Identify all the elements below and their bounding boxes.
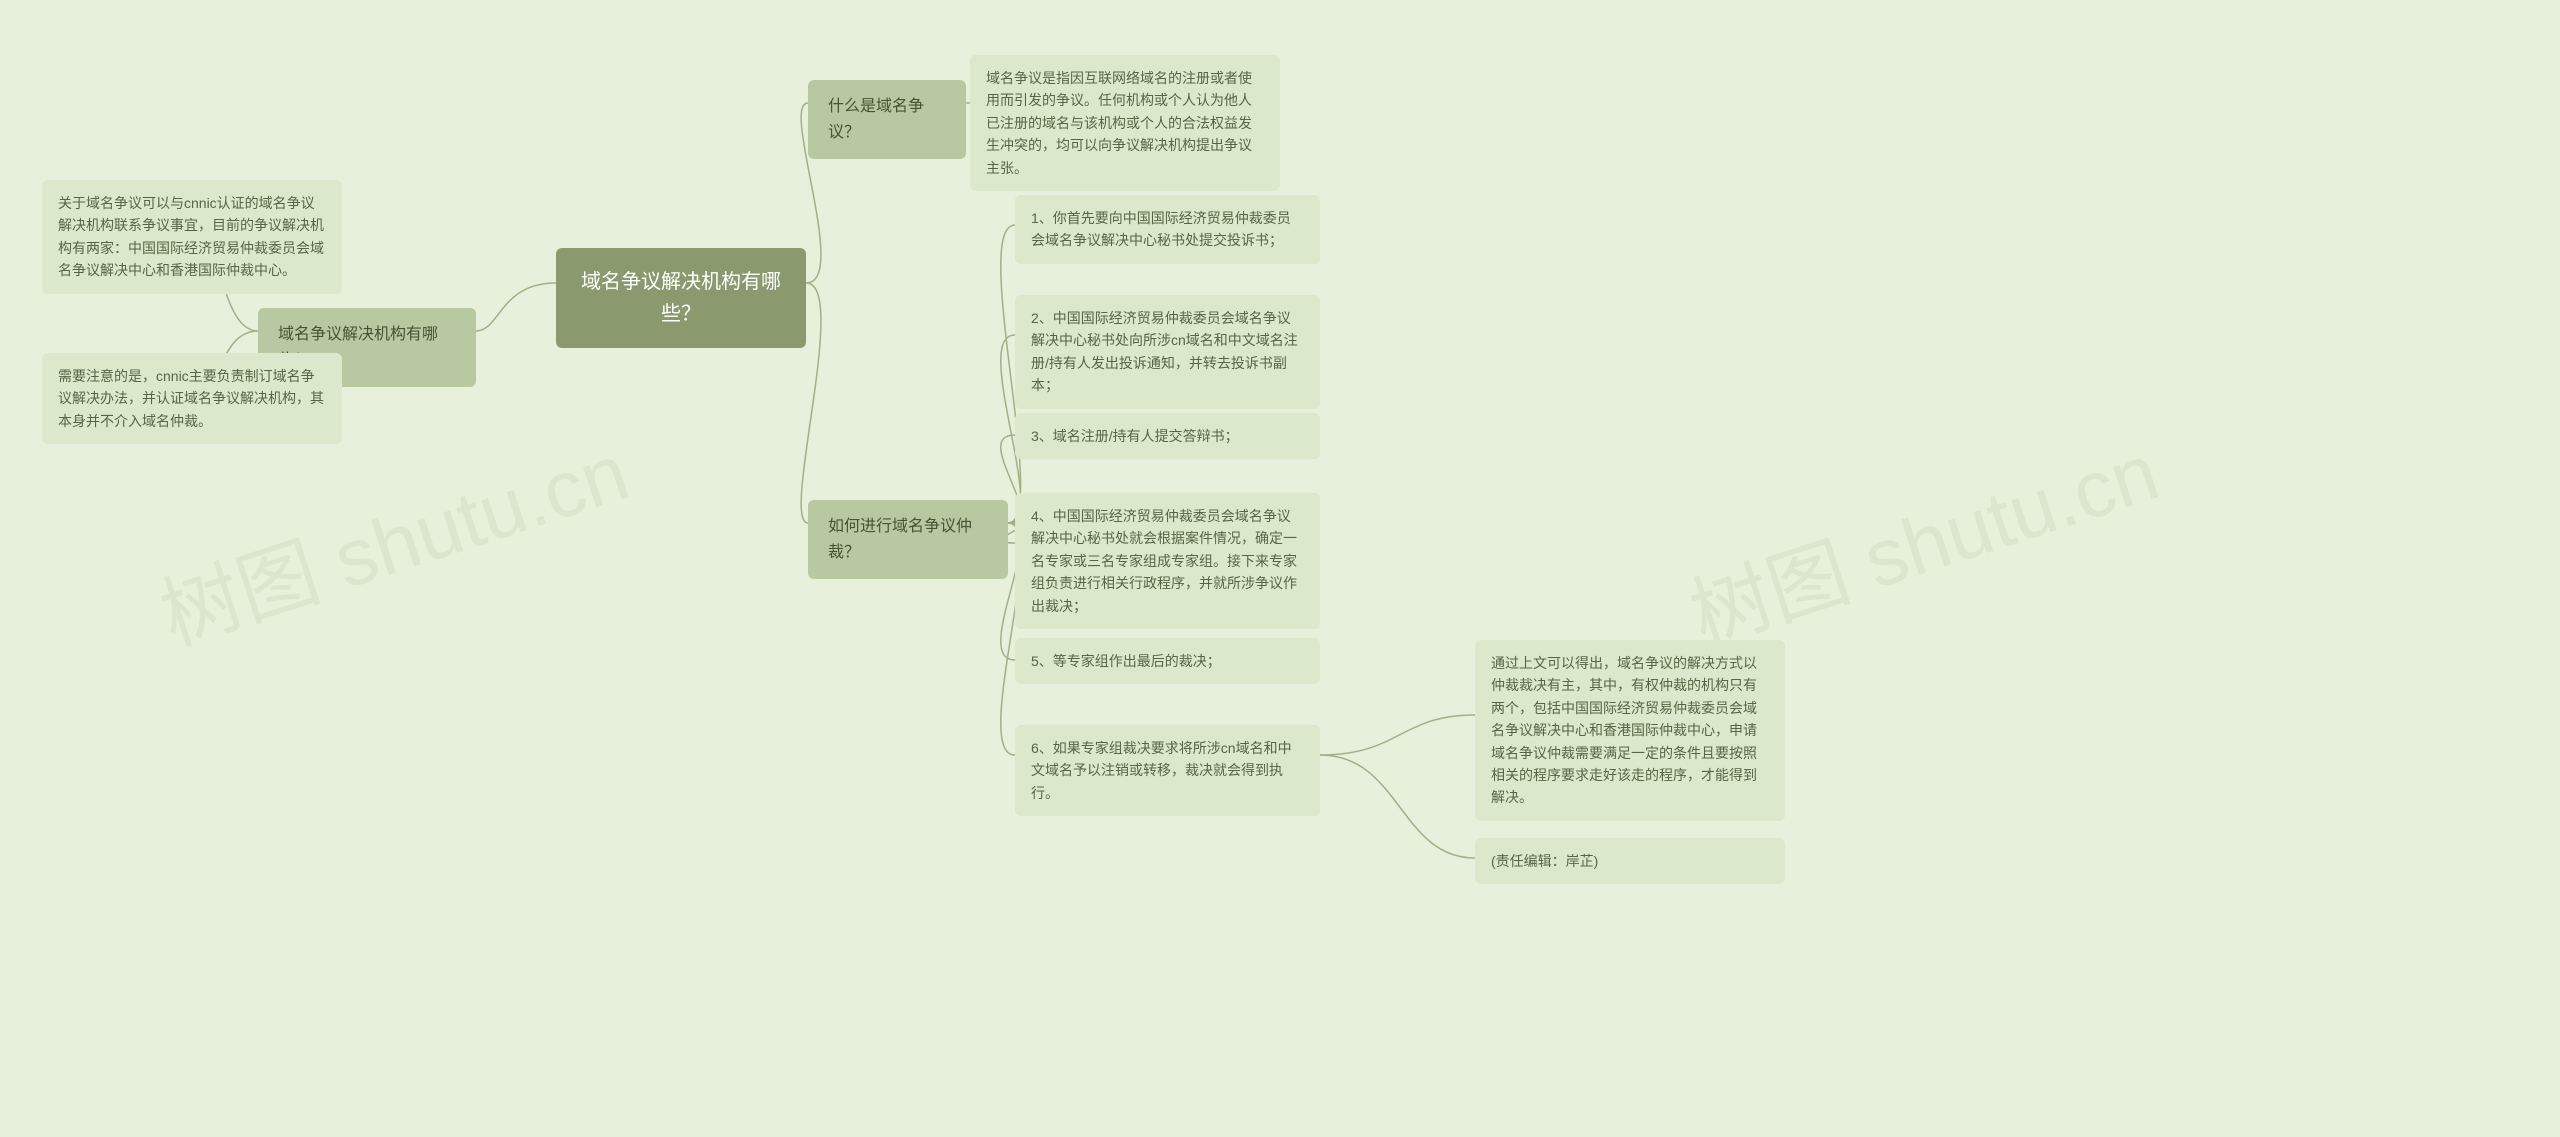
leaf-what-is-1[interactable]: 域名争议是指因互联网络域名的注册或者使用而引发的争议。任何机构或个人认为他人已注…	[970, 55, 1280, 191]
leaf-arb-2[interactable]: 2、中国国际经济贸易仲裁委员会域名争议解决中心秘书处向所涉cn域名和中文域名注册…	[1015, 295, 1320, 409]
leaf-institutions-1[interactable]: 关于域名争议可以与cnnic认证的域名争议解决机构联系争议事宜，目前的争议解决机…	[42, 180, 342, 294]
leaf-arb-5[interactable]: 5、等专家组作出最后的裁决；	[1015, 638, 1320, 684]
leaf-arb-1[interactable]: 1、你首先要向中国国际经济贸易仲裁委员会域名争议解决中心秘书处提交投诉书；	[1015, 195, 1320, 264]
watermark-2: 树图 shutu.cn	[1674, 408, 2171, 668]
leaf-arb-6-sub1[interactable]: 通过上文可以得出，域名争议的解决方式以仲裁裁决有主，其中，有权仲裁的机构只有两个…	[1475, 640, 1785, 821]
branch-arbitration[interactable]: 如何进行域名争议仲裁？	[808, 500, 1008, 579]
root-node[interactable]: 域名争议解决机构有哪些？	[556, 248, 806, 348]
leaf-arb-3[interactable]: 3、域名注册/持有人提交答辩书；	[1015, 413, 1320, 459]
leaf-institutions-2[interactable]: 需要注意的是，cnnic主要负责制订域名争议解决办法，并认证域名争议解决机构，其…	[42, 353, 342, 444]
leaf-arb-6-sub2[interactable]: (责任编辑：岸芷)	[1475, 838, 1785, 884]
branch-what-is[interactable]: 什么是域名争议？	[808, 80, 966, 159]
leaf-arb-6[interactable]: 6、如果专家组裁决要求将所涉cn域名和中文域名予以注销或转移，裁决就会得到执行。	[1015, 725, 1320, 816]
leaf-arb-4[interactable]: 4、中国国际经济贸易仲裁委员会域名争议解决中心秘书处就会根据案件情况，确定一名专…	[1015, 493, 1320, 629]
watermark-1: 树图 shutu.cn	[144, 408, 641, 668]
